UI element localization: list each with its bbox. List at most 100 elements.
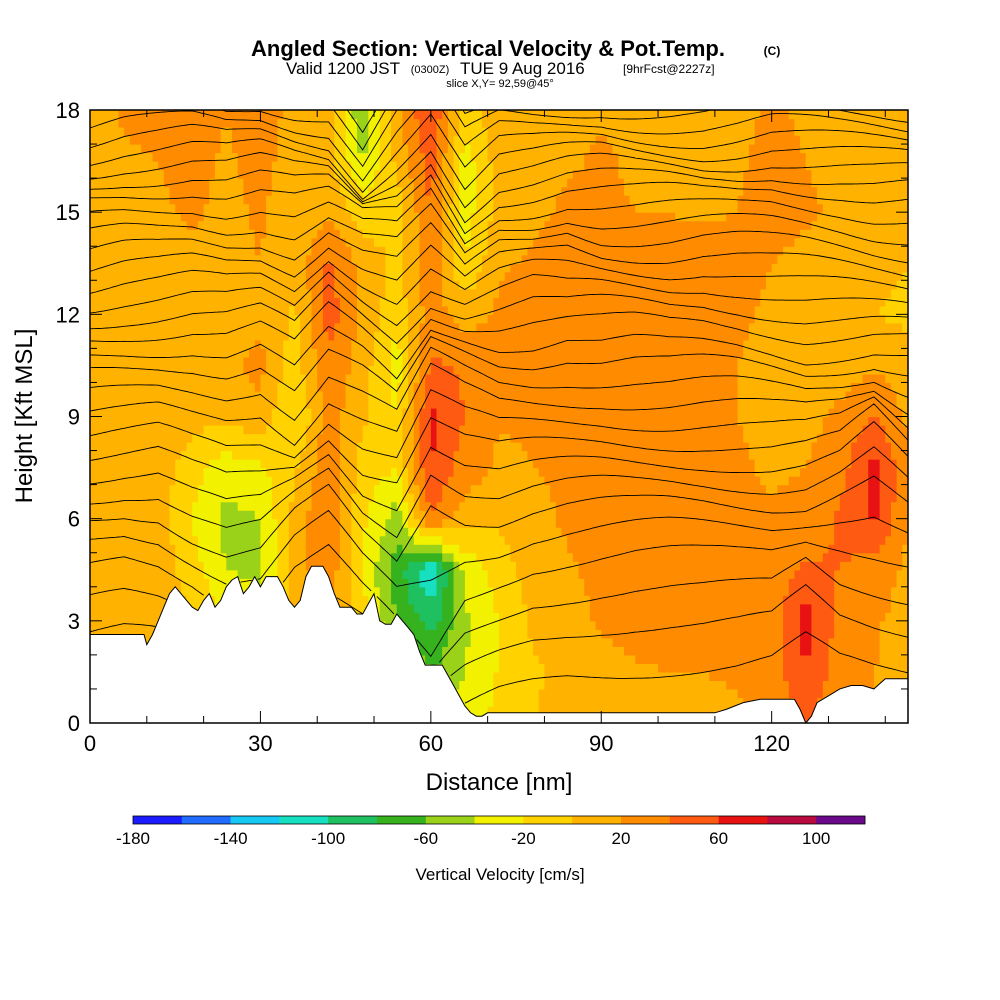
velocity-cell — [442, 544, 449, 554]
velocity-cell — [783, 527, 790, 537]
velocity-cell — [402, 552, 409, 562]
velocity-cell — [692, 586, 699, 596]
plot-area — [89, 109, 909, 724]
velocity-cell — [873, 578, 881, 588]
velocity-cell — [828, 518, 835, 528]
velocity-cell — [430, 501, 438, 511]
velocity-cell — [305, 535, 313, 545]
velocity-cell — [459, 425, 466, 435]
velocity-cell — [714, 518, 722, 528]
velocity-cell — [396, 578, 404, 588]
velocity-cell — [726, 433, 733, 443]
velocity-cell — [516, 671, 523, 682]
velocity-cell — [385, 433, 392, 443]
velocity-cell — [430, 603, 438, 613]
velocity-cell — [584, 450, 591, 460]
velocity-cell — [283, 535, 290, 545]
velocity-cell — [856, 671, 864, 682]
velocity-cell — [436, 595, 443, 605]
velocity-cell — [538, 705, 546, 716]
velocity-cell — [391, 527, 398, 537]
velocity-cell — [606, 620, 614, 630]
velocity-cell — [339, 425, 347, 435]
velocity-cell — [567, 459, 574, 469]
velocity-cell — [95, 612, 102, 622]
velocity-cell — [95, 578, 102, 588]
velocity-cell — [368, 425, 375, 435]
velocity-cell — [743, 493, 750, 503]
velocity-cell — [760, 637, 767, 647]
velocity-cell — [141, 476, 148, 486]
velocity-cell — [601, 612, 608, 622]
velocity-cell — [748, 612, 756, 622]
velocity-cell — [481, 569, 489, 579]
velocity-cell — [112, 433, 119, 443]
velocity-cell — [220, 467, 227, 477]
velocity-cell — [351, 450, 358, 460]
velocity-cell — [584, 637, 591, 647]
velocity-cell — [447, 663, 455, 673]
velocity-cell — [510, 654, 517, 664]
velocity-cell — [266, 527, 273, 537]
velocity-cell — [374, 493, 381, 503]
velocity-cell — [601, 620, 608, 630]
velocity-cell — [95, 450, 102, 460]
velocity-cell — [533, 646, 540, 656]
velocity-cell — [811, 663, 818, 673]
velocity-cell — [578, 518, 585, 528]
velocity-cell — [334, 501, 341, 511]
velocity-cell — [476, 654, 483, 664]
velocity-cell — [612, 705, 619, 716]
velocity-cell — [709, 680, 716, 690]
velocity-cell — [680, 569, 688, 579]
velocity-cell — [629, 561, 636, 571]
velocity-cell — [572, 705, 580, 716]
velocity-cell — [777, 569, 784, 579]
velocity-cell — [175, 433, 182, 443]
velocity-cell — [714, 603, 722, 613]
velocity-cell — [618, 612, 625, 622]
velocity-cell — [743, 442, 750, 452]
velocity-cell — [822, 688, 830, 699]
velocity-cell — [595, 595, 602, 605]
velocity-cell — [675, 671, 682, 682]
velocity-cell — [726, 450, 733, 460]
velocity-cell — [146, 467, 154, 477]
velocity-cell — [567, 586, 574, 596]
velocity-cell — [146, 578, 154, 588]
velocity-cell — [584, 476, 591, 486]
velocity-cell — [777, 476, 784, 486]
velocity-cell — [629, 705, 636, 716]
velocity-cell — [453, 603, 460, 613]
velocity-cell — [572, 697, 580, 707]
velocity-cell — [499, 450, 506, 460]
velocity-cell — [197, 535, 205, 545]
velocity-cell — [675, 484, 682, 494]
velocity-cell — [220, 518, 227, 528]
velocity-cell — [510, 705, 517, 716]
velocity-cell — [686, 552, 693, 562]
velocity-cell — [368, 569, 375, 579]
velocity-cell — [680, 433, 688, 443]
velocity-cell — [499, 663, 506, 673]
velocity-cell — [686, 629, 693, 639]
velocity-cell — [686, 442, 693, 452]
velocity-cell — [163, 450, 171, 460]
velocity-cell — [527, 476, 534, 486]
velocity-cell — [737, 646, 744, 656]
velocity-cell — [902, 646, 908, 656]
velocity-cell — [879, 544, 886, 554]
velocity-cell — [288, 595, 296, 605]
velocity-cell — [890, 586, 898, 596]
velocity-cell — [521, 646, 528, 656]
velocity-cell — [578, 450, 585, 460]
velocity-cell — [663, 578, 671, 588]
velocity-cell — [186, 450, 193, 460]
velocity-cell — [476, 705, 483, 716]
velocity-cell — [464, 442, 472, 452]
velocity-cell — [572, 527, 580, 537]
velocity-cell — [754, 629, 761, 639]
velocity-cell — [595, 535, 602, 545]
velocity-cell — [521, 603, 528, 613]
velocity-cell — [425, 535, 432, 545]
